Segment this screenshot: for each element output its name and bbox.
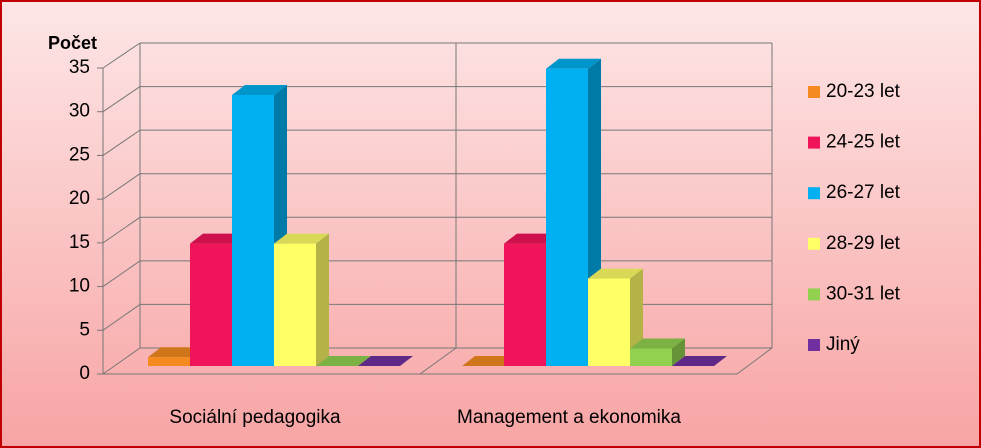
bar-top (588, 268, 643, 279)
bar-top (504, 233, 559, 244)
grid-line (102, 216, 141, 244)
bar-top (274, 233, 329, 244)
bar (546, 68, 588, 366)
y-tick-label: 25 (69, 144, 90, 165)
legend-label: 20-23 let (826, 81, 901, 102)
grid-line (102, 347, 141, 375)
bar-side (672, 338, 685, 366)
grid-line (102, 304, 141, 331)
grid-line (102, 86, 141, 113)
grid-line (102, 173, 141, 200)
bar-top (316, 356, 371, 366)
bar-top (148, 347, 203, 358)
y-tick-label: 30 (69, 101, 90, 122)
bar (588, 278, 630, 366)
bar-top (232, 84, 287, 95)
bar-top (672, 356, 727, 366)
bar (504, 243, 546, 366)
grid-line (102, 260, 141, 287)
bar (274, 243, 316, 366)
bar-top (630, 338, 685, 349)
x-tick-label: Management a ekonomika (457, 407, 681, 428)
legend-label: 26-27 let (826, 182, 901, 203)
bar-top (462, 356, 517, 366)
legend-marker (808, 288, 820, 301)
legend-label: 28-29 let (826, 233, 901, 254)
y-tick-label: 10 (69, 276, 90, 297)
legend-marker (808, 136, 820, 149)
floor-right (736, 347, 773, 375)
bar (232, 94, 274, 366)
y-tick-label: 20 (69, 188, 90, 209)
legend-marker (808, 187, 820, 200)
bar-side (316, 233, 329, 366)
bar-top (546, 58, 601, 69)
legend-label: Jiný (826, 334, 860, 355)
grid-line (102, 42, 141, 69)
y-tick-label: 5 (79, 319, 90, 340)
floor-divider (419, 347, 457, 375)
bar-top (190, 233, 245, 244)
legend-label: 30-31 let (826, 283, 901, 304)
y-tick-label: 15 (69, 232, 90, 253)
bar (630, 348, 672, 366)
legend-label: 24-25 let (826, 132, 901, 153)
y-tick-label: 35 (69, 57, 90, 78)
grid-line (102, 129, 141, 156)
bar (148, 357, 190, 366)
legend-marker (808, 86, 820, 98)
legend-marker (808, 237, 820, 250)
legend-marker (808, 339, 820, 351)
bar (190, 243, 232, 366)
bar-top (358, 356, 413, 366)
y-tick-label: 0 (79, 363, 90, 384)
x-tick-label: Sociální pedagogika (169, 407, 341, 428)
y-axis-title: Počet (48, 33, 97, 53)
